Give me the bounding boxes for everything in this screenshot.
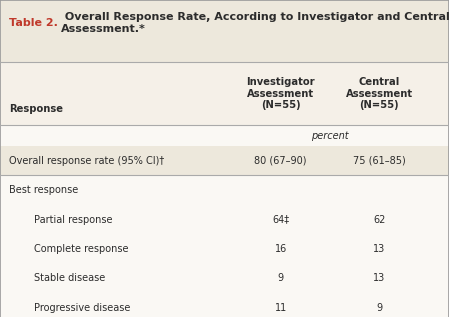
Text: 13: 13 (373, 244, 386, 254)
Text: Response: Response (9, 104, 63, 114)
Text: 9: 9 (376, 303, 383, 313)
Text: Central
Assessment
(N=55): Central Assessment (N=55) (346, 77, 413, 110)
Text: 16: 16 (274, 244, 287, 254)
Text: 9: 9 (277, 274, 284, 283)
Text: 11: 11 (274, 303, 287, 313)
Bar (0, 146, 449, 175)
Bar (0, 0, 449, 62)
Text: Best response: Best response (9, 185, 78, 195)
Text: 13: 13 (373, 274, 386, 283)
Text: 80 (67–90): 80 (67–90) (255, 156, 307, 165)
Text: 62: 62 (373, 215, 386, 224)
Bar (0, 62, 449, 125)
Text: Table 2.: Table 2. (9, 18, 58, 28)
Bar (0, 146, 449, 317)
Text: 75 (61–85): 75 (61–85) (353, 156, 406, 165)
Text: Partial response: Partial response (34, 215, 112, 224)
Text: 64‡: 64‡ (272, 215, 289, 224)
Text: percent: percent (311, 131, 349, 140)
Text: Overall response rate (95% CI)†: Overall response rate (95% CI)† (9, 156, 164, 165)
Text: Stable disease: Stable disease (34, 274, 105, 283)
Text: Investigator
Assessment
(N=55): Investigator Assessment (N=55) (247, 77, 315, 110)
Text: Progressive disease: Progressive disease (34, 303, 130, 313)
Text: Overall Response Rate, According to Investigator and Central
Assessment.*: Overall Response Rate, According to Inve… (61, 12, 449, 34)
Text: Complete response: Complete response (34, 244, 128, 254)
